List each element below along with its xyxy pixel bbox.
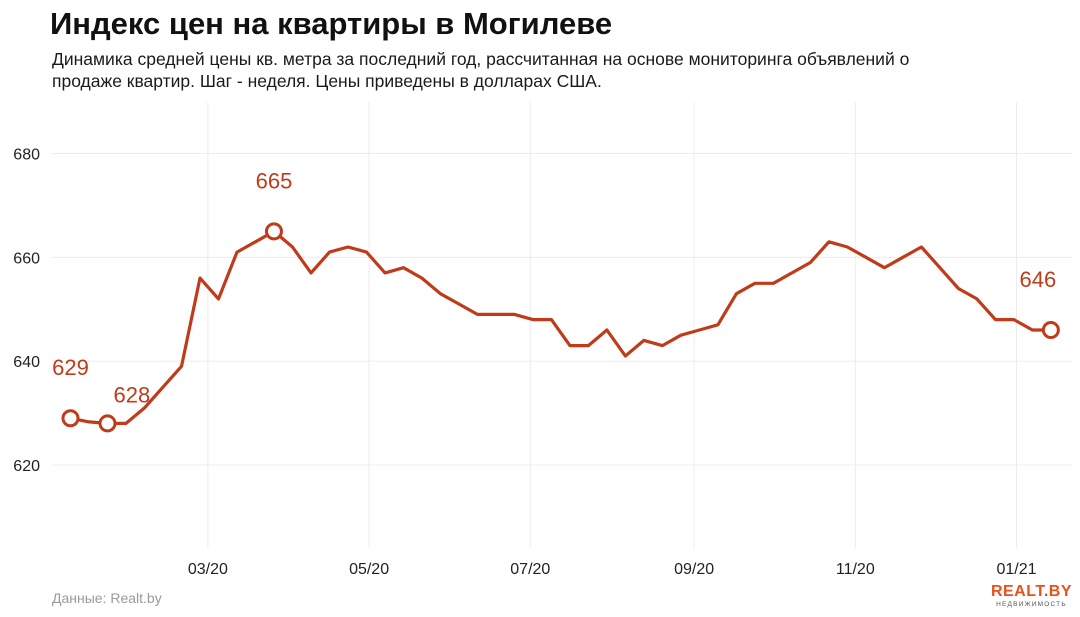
x-gridlines <box>207 102 1018 548</box>
data-label: 646 <box>1020 267 1057 292</box>
x-tick-label: 01/21 <box>996 561 1036 578</box>
x-tick-label: 07/20 <box>510 561 550 578</box>
annotation-labels: 629 628 665 646 <box>52 168 1056 407</box>
series-lines <box>68 229 1053 425</box>
logo-tagline: НЕДВИЖИМОСТЬ <box>996 601 1067 608</box>
y-tick-labels: 620 640 660 680 <box>13 147 40 475</box>
chart-title: Индекс цен на квартиры в Могилеве <box>50 6 613 41</box>
point-marker <box>61 409 80 428</box>
y-gridlines <box>52 153 1072 466</box>
x-tick-label: 05/20 <box>349 561 389 578</box>
realt-logo[interactable]: REALT.BY НЕДВИЖИМОСТЬ <box>991 584 1072 609</box>
series-line <box>68 229 1053 425</box>
x-tick-label: 03/20 <box>188 561 228 578</box>
chart-subtitle: Динамика средней цены кв. метра за после… <box>52 49 910 91</box>
data-label: 665 <box>256 168 293 193</box>
data-source-note: Данные: Realt.by <box>52 590 162 606</box>
y-tick-label: 620 <box>13 458 40 475</box>
y-tick-label: 640 <box>13 354 40 371</box>
x-tick-label: 11/20 <box>836 561 875 578</box>
data-label: 629 <box>52 355 89 380</box>
highlight-markers <box>61 222 1060 433</box>
y-tick-label: 680 <box>13 147 40 164</box>
x-tick-labels: 03/20 05/20 07/20 09/20 11/20 01/21 <box>188 561 1037 578</box>
data-label: 628 <box>113 382 150 407</box>
x-tick-label: 09/20 <box>674 561 714 578</box>
point-marker <box>264 222 283 241</box>
y-tick-label: 660 <box>13 250 40 267</box>
point-marker <box>1041 321 1060 339</box>
logo-wordmark: REALT.BY <box>990 583 1072 600</box>
point-marker <box>98 414 117 433</box>
